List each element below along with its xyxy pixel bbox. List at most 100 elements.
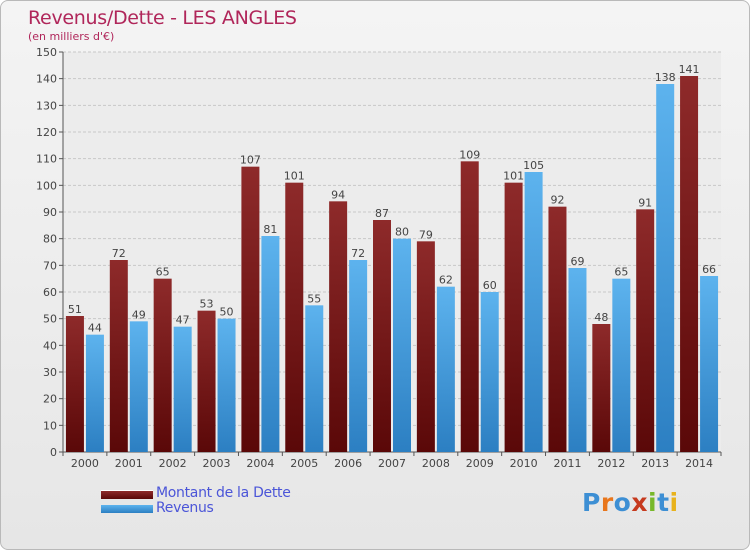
x-tick-label: 2012 (597, 457, 625, 470)
logo-letter: x (631, 488, 648, 517)
data-label-dette: 48 (594, 311, 608, 324)
data-label-dette: 65 (156, 266, 170, 279)
x-tick-label: 2009 (466, 457, 494, 470)
data-label-dette: 87 (375, 207, 389, 220)
data-label-dette: 94 (331, 188, 345, 201)
bar-revenus (656, 84, 675, 452)
proxiti-logo: Proxiti (582, 488, 679, 517)
data-label-revenus: 62 (439, 274, 453, 287)
y-tick-label: 80 (43, 233, 57, 246)
data-label-dette: 91 (638, 196, 652, 209)
logo-letter: i (669, 488, 679, 517)
x-tick-label: 2003 (203, 457, 231, 470)
bar-revenus (85, 334, 104, 452)
data-label-revenus: 47 (176, 314, 190, 327)
bar-dette (285, 182, 304, 452)
bar-dette (109, 260, 128, 452)
data-label-revenus: 44 (88, 322, 102, 335)
y-tick-label: 110 (36, 153, 57, 166)
bar-dette (592, 324, 611, 452)
data-label-dette: 92 (550, 194, 564, 207)
x-tick-label: 2014 (685, 457, 713, 470)
chart-subtitle: (en milliers d'€) (28, 30, 115, 43)
bar-dette (460, 161, 479, 453)
bar-revenus (436, 286, 455, 452)
data-label-revenus: 49 (132, 308, 146, 321)
bar-revenus (217, 318, 236, 452)
x-tick-label: 2002 (159, 457, 187, 470)
bar-dette (329, 201, 348, 452)
bar-revenus (524, 172, 543, 452)
data-label-dette: 51 (68, 303, 82, 316)
y-tick-label: 120 (36, 126, 57, 139)
data-label-dette: 109 (459, 148, 480, 161)
bar-revenus (349, 260, 368, 452)
legend-swatch-dette (101, 490, 153, 499)
bar-revenus (129, 321, 148, 452)
data-label-revenus: 105 (523, 159, 544, 172)
x-tick-label: 2005 (290, 457, 318, 470)
legend-swatch-revenus (101, 505, 153, 513)
data-label-revenus: 81 (263, 223, 277, 236)
y-tick-label: 30 (43, 366, 57, 379)
y-tick-label: 130 (36, 99, 57, 112)
bar-dette (548, 206, 567, 452)
bar-revenus (568, 268, 587, 452)
bar-revenus (305, 305, 324, 452)
data-label-dette: 141 (679, 63, 700, 76)
x-tick-label: 2001 (115, 457, 143, 470)
data-label-revenus: 50 (220, 306, 234, 319)
chart-title: Revenus/Dette - LES ANGLES (28, 7, 297, 29)
x-tick-label: 2006 (334, 457, 362, 470)
x-tick-label: 2010 (510, 457, 538, 470)
logo-letter: r (600, 488, 614, 517)
data-label-revenus: 60 (483, 279, 497, 292)
y-tick-label: 90 (43, 206, 57, 219)
y-tick-label: 140 (36, 73, 57, 86)
bar-dette (241, 166, 260, 452)
logo-letter: P (582, 488, 601, 517)
data-label-dette: 72 (112, 247, 126, 260)
data-label-revenus: 55 (307, 292, 321, 305)
x-tick-label: 2000 (71, 457, 99, 470)
logo-letter: t (657, 488, 670, 517)
bar-revenus (393, 238, 411, 452)
y-tick-label: 10 (43, 419, 57, 432)
data-label-dette: 53 (200, 298, 214, 311)
data-label-revenus: 80 (395, 226, 409, 239)
data-label-revenus: 66 (702, 263, 716, 276)
bar-dette (636, 209, 655, 452)
x-tick-label: 2011 (553, 457, 581, 470)
x-tick-label: 2008 (422, 457, 450, 470)
bar-dette (153, 278, 172, 452)
y-tick-label: 60 (43, 286, 57, 299)
logo-letter: i (648, 488, 658, 517)
x-tick-label: 2007 (378, 457, 406, 470)
bar-dette (504, 182, 523, 452)
y-tick-label: 20 (43, 393, 57, 406)
bar-dette (680, 76, 699, 452)
data-label-revenus: 72 (351, 247, 365, 260)
bar-revenus (480, 292, 499, 452)
legend-label-dette: Montant de la Dette (156, 485, 291, 501)
bar-dette (373, 220, 391, 452)
bar-revenus (700, 276, 719, 452)
bar-dette (416, 241, 435, 452)
bar-dette (65, 316, 84, 452)
plot-area (63, 52, 721, 452)
y-tick-label: 150 (36, 46, 57, 59)
data-label-dette: 107 (240, 154, 261, 167)
logo-letter: o (613, 488, 632, 517)
y-tick-label: 50 (43, 313, 57, 326)
bar-revenus (173, 326, 192, 452)
y-tick-label: 70 (43, 259, 57, 272)
data-label-dette: 101 (503, 170, 524, 183)
data-label-dette: 101 (284, 170, 305, 183)
legend-label-revenus: Revenus (156, 500, 214, 516)
y-tick-label: 40 (43, 339, 57, 352)
x-tick-label: 2004 (246, 457, 274, 470)
data-label-revenus: 138 (655, 71, 676, 84)
x-tick-label: 2013 (641, 457, 669, 470)
